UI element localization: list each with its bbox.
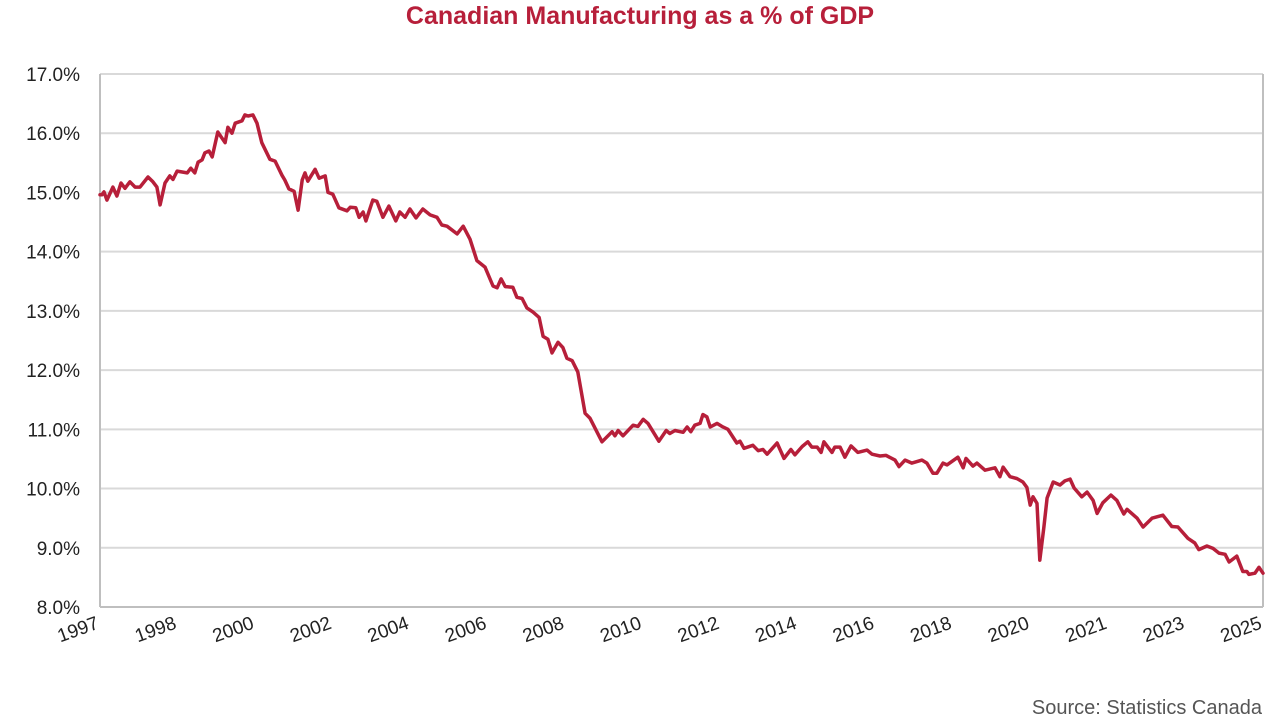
x-tick-label: 2016 xyxy=(830,613,877,647)
y-tick-label: 15.0% xyxy=(26,183,80,204)
x-tick-label: 2012 xyxy=(675,613,722,647)
y-axis-ticks: 8.0% 9.0% 10.0% 11.0% 12.0% 13.0% 14.0% 15.0% 16… xyxy=(26,65,80,619)
y-tick-label: 17.0% xyxy=(26,65,80,86)
x-tick-label: 2002 xyxy=(287,613,334,647)
y-tick-label: 9.0% xyxy=(37,539,80,560)
x-tick-label: 2000 xyxy=(210,613,257,647)
x-tick-label: 2025 xyxy=(1218,613,1265,647)
x-tick-label: 1998 xyxy=(132,613,179,647)
y-tick-label: 12.0% xyxy=(26,361,80,382)
y-tick-label: 13.0% xyxy=(26,302,80,323)
x-tick-label: 2021 xyxy=(1063,613,1110,647)
x-tick-label: 2020 xyxy=(985,613,1032,647)
y-tick-label: 16.0% xyxy=(26,124,80,145)
x-tick-label: 2008 xyxy=(520,613,567,647)
gridlines xyxy=(99,73,1264,608)
y-tick-label: 8.0% xyxy=(37,598,80,619)
source-note: Source: Statistics Canada xyxy=(1031,697,1262,719)
x-tick-label: 2010 xyxy=(598,613,645,647)
manufacturing-share-line xyxy=(98,113,1265,577)
y-tick-label: 14.0% xyxy=(26,243,80,264)
x-tick-label: 2018 xyxy=(908,613,955,647)
x-axis-ticks: 1997 1998 2000 2002 2004 2006 2008 2010 2012 2014… xyxy=(55,613,1265,647)
y-tick-label: 11.0% xyxy=(28,420,81,441)
y-tick-label: 10.0% xyxy=(26,480,80,501)
x-tick-label: 2004 xyxy=(365,613,412,647)
series-layer xyxy=(98,113,1265,577)
x-tick-label: 2023 xyxy=(1140,613,1187,647)
chart-title: Canadian Manufacturing as a % of GDP xyxy=(405,2,875,30)
x-tick-label: 2014 xyxy=(753,613,800,647)
x-tick-label: 2006 xyxy=(442,613,489,647)
